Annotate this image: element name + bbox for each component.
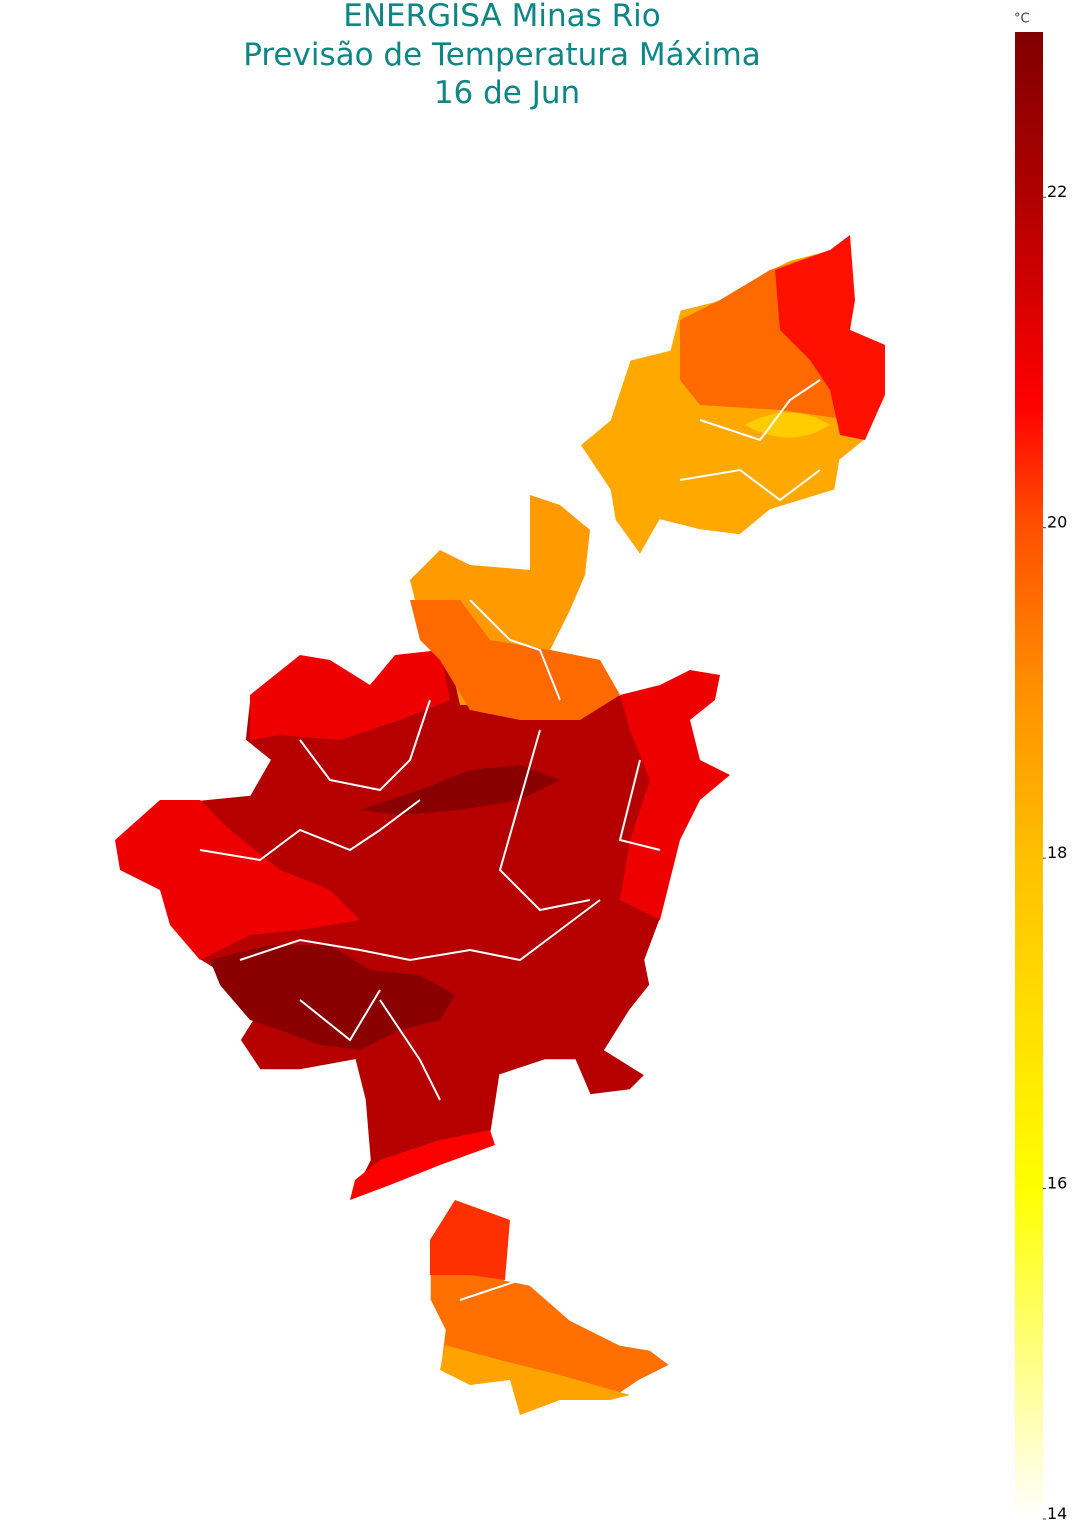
colorbar-tick-label: 16	[1047, 1174, 1067, 1193]
title-line: ENERGISA Minas Rio	[343, 0, 661, 34]
colorbar-tick-label: 18	[1047, 843, 1067, 862]
colorbar-title: °C	[1014, 12, 1030, 27]
colorbar-tick-label: 14	[1047, 1504, 1067, 1523]
region	[410, 600, 620, 720]
region	[115, 650, 730, 960]
title-line: Previsão de Temperatura Máxima	[243, 37, 761, 73]
title-line: 16 de Jun	[434, 75, 580, 111]
region	[430, 1200, 510, 1280]
colorbar-tick-label: 20	[1047, 513, 1067, 532]
region	[350, 1130, 495, 1200]
colorbar-tick-label: 22	[1047, 182, 1067, 201]
region	[440, 1345, 630, 1415]
colorbar	[1015, 32, 1043, 1519]
map-regions	[114, 233, 886, 1416]
municipal-borders	[199, 379, 821, 1301]
region	[210, 945, 455, 1050]
region	[360, 765, 560, 815]
region	[775, 235, 885, 440]
